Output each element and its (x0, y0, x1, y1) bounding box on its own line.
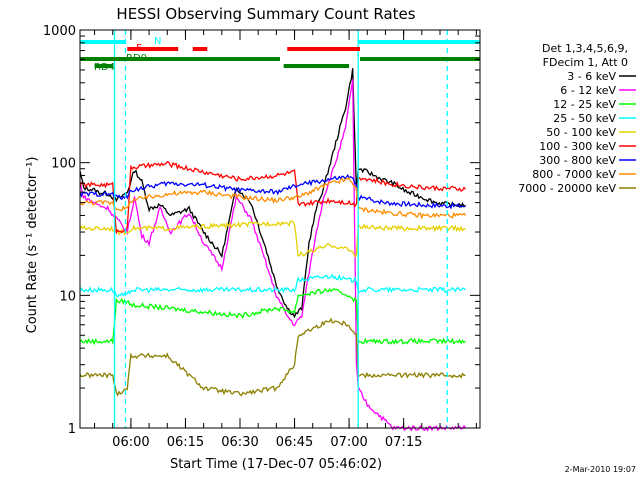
legend-label-300-800-kev: 300 - 800 keV (539, 154, 616, 167)
footer-date: 2-Mar-2010 19:07 (565, 465, 636, 474)
y-axis-label: Count Rate (s⁻¹ detector⁻¹) (25, 157, 40, 334)
x-tick-label: 06:15 (167, 435, 204, 450)
legend-label-7000-20000-kev: 7000 - 20000 keV (518, 182, 616, 195)
legend-header-line-2: FDecim 1, Att 0 (543, 56, 628, 69)
series-line-300-800-kev (79, 173, 466, 210)
series-line-50-100-kev (79, 220, 466, 258)
series-line-12-25-kev (79, 287, 466, 346)
series-line-3-6-kev (79, 68, 466, 319)
series-line-25-50-kev (79, 273, 466, 298)
series-line-7000-20000-kev (79, 317, 466, 397)
x-tick-label: 07:00 (330, 435, 367, 450)
y-tick-label: 100 (51, 157, 76, 172)
legend: Det 1,3,4,5,6,9, FDecim 1, Att 0 3 - 6 k… (518, 42, 636, 195)
legend-label-6-12-kev: 6 - 12 keV (560, 84, 616, 97)
x-tick-label: 07:15 (385, 435, 422, 450)
y-tick-label: 1000 (43, 24, 76, 39)
chart-title: HESSI Observing Summary Count Rates (116, 5, 415, 23)
plot-frame (79, 29, 481, 429)
legend-label-25-50-kev: 25 - 50 keV (553, 112, 616, 125)
state-bar-label-rd4: RD4 (94, 62, 115, 73)
x-tick-label: 06:30 (221, 435, 258, 450)
x-tick-label: 06:00 (112, 435, 149, 450)
legend-label-12-25-kev: 12 - 25 keV (553, 98, 616, 111)
x-tick-label: 06:45 (276, 435, 313, 450)
legend-label-3-6-kev: 3 - 6 keV (567, 70, 616, 83)
state-bar-label-f: F (136, 43, 142, 54)
state-bar-label-n: N (154, 36, 161, 47)
series-line-100-300-kev (79, 161, 466, 235)
y-tick-label: 1 (68, 422, 76, 437)
legend-label-100-300-kev: 100 - 300 keV (539, 140, 616, 153)
legend-header-line-1: Det 1,3,4,5,6,9, (542, 42, 628, 55)
series-line-800-7000-kev (79, 176, 467, 220)
legend-label-800-7000-kev: 800 - 7000 keV (532, 168, 616, 181)
state-bar-label-rd0: RD0 (126, 53, 147, 64)
y-tick-label: 10 (59, 289, 76, 304)
legend-label-50-100-kev: 50 - 100 keV (546, 126, 616, 139)
x-axis-label: Start Time (17-Dec-07 05:46:02) (170, 457, 382, 472)
